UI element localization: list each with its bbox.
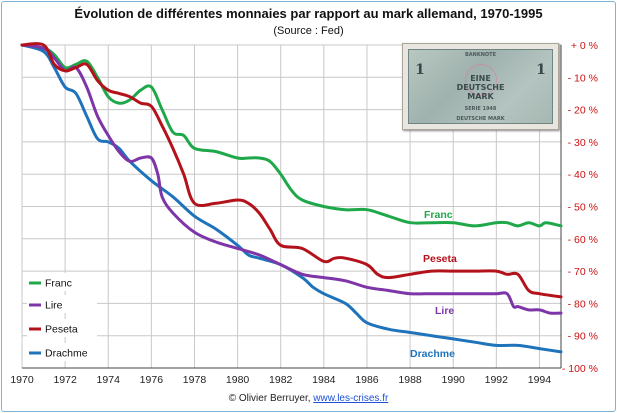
series-annotation-lire: Lire <box>435 305 454 317</box>
x-tick-label: 1988 <box>398 374 422 386</box>
chart-subtitle: (Source : Fed) <box>273 25 344 37</box>
banknote-series: SERIE 1948 <box>464 106 497 112</box>
series-annotation-drachme: Drachme <box>410 348 455 360</box>
x-tick-label: 1980 <box>226 374 250 386</box>
x-tick-label: 1994 <box>528 374 552 386</box>
series-line-drachme <box>20 43 563 354</box>
legend-label-drachme: Drachme <box>45 348 88 360</box>
x-tick-label: 1970 <box>10 374 34 386</box>
banknote-line3: MARK <box>467 92 494 101</box>
series-line-peseta <box>20 42 563 299</box>
legend-label-peseta: Peseta <box>45 324 78 336</box>
x-tick-label: 1990 <box>442 374 466 386</box>
legend-label-lire: Lire <box>45 300 63 312</box>
x-tick-label: 1976 <box>140 374 164 386</box>
deutsche-mark-banknote-image: BANKNOTE EINE DEUTSCHE MARK SERIE 1948 D… <box>402 43 559 130</box>
banknote-stamp-icon <box>465 64 497 96</box>
y-tick-label: - 80 % <box>568 298 598 310</box>
y-tick-label: - 70 % <box>568 266 598 278</box>
y-tick-label: - 100 % <box>562 363 598 375</box>
series-annotation-peseta: Peseta <box>423 253 457 265</box>
x-tick-label: 1984 <box>312 374 336 386</box>
legend-bg <box>27 343 97 361</box>
y-tick-label: - 40 % <box>568 169 598 181</box>
y-tick-label: - 30 % <box>568 137 598 149</box>
chart-title: Évolution de différentes monnaies par ra… <box>74 6 543 21</box>
banknote-line1: EINE <box>470 74 491 83</box>
footer-link[interactable]: www.les-crises.fr <box>313 393 389 404</box>
x-tick-label: 1974 <box>97 374 121 386</box>
series-annotation-franc: Franc <box>424 209 453 221</box>
banknote-numeral-right: 1 <box>536 62 546 78</box>
legend-label-franc: Franc <box>45 278 72 290</box>
x-tick-label: 1986 <box>355 374 379 386</box>
footer-credit-text: © Olivier Berruyer, <box>228 393 314 404</box>
legend-bg <box>27 273 97 291</box>
y-tick-label: - 60 % <box>568 234 598 246</box>
y-tick-label: - 10 % <box>568 72 598 84</box>
x-tick-label: 1972 <box>53 374 77 386</box>
x-tick-label: 1982 <box>269 374 293 386</box>
x-tick-label: 1992 <box>485 374 509 386</box>
banknote-bottom-text: DEUTSCHE MARK <box>456 116 505 122</box>
legend-bg <box>27 295 97 313</box>
banknote-face: BANKNOTE EINE DEUTSCHE MARK SERIE 1948 D… <box>408 49 553 124</box>
legend-bg <box>27 319 97 337</box>
x-tick-label: 1978 <box>183 374 207 386</box>
banknote-header-text: BANKNOTE <box>464 52 496 58</box>
banknote-numeral-left: 1 <box>415 62 425 78</box>
y-tick-label: - 20 % <box>568 105 598 117</box>
footer-credit: © Olivier Berruyer, www.les-crises.fr <box>0 393 617 404</box>
banknote-line2: DEUTSCHE <box>456 83 505 92</box>
y-tick-label: - 50 % <box>568 202 598 214</box>
y-tick-label: + 0 % <box>571 40 598 52</box>
y-tick-label: - 90 % <box>568 331 598 343</box>
series-line-lire <box>20 43 563 315</box>
